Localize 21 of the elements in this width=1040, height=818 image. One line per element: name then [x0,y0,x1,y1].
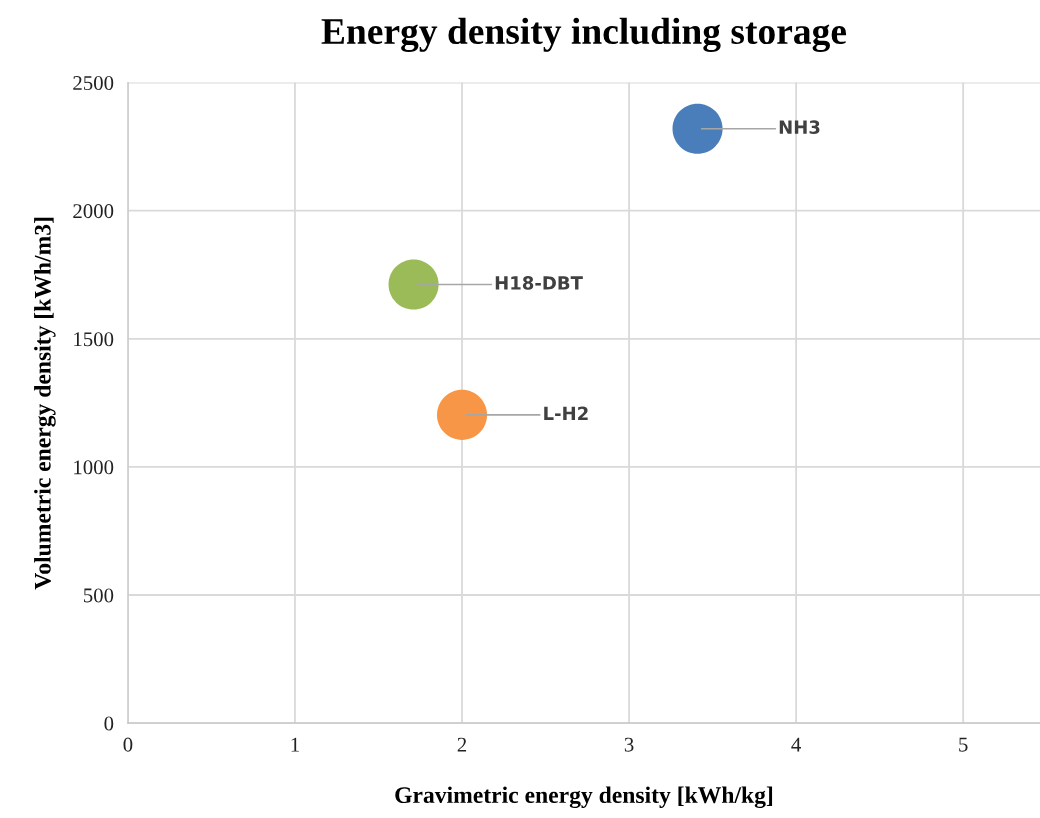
y-tick-label: 1000 [74,460,114,475]
y-tick-label: 2000 [73,204,114,219]
x-tick-label: 2 [457,737,467,752]
y-tick-label: 0 [104,716,114,731]
x-tick-label: 3 [624,737,634,752]
text: L-H2 [544,406,588,420]
chart-title: Energy density including storage [321,17,847,53]
point [672,103,723,154]
x-tick-label: 4 [791,737,801,752]
point [388,259,439,310]
y-axis-title: Volumetric energy density [kWh/m3] [34,217,56,590]
point [436,389,488,440]
y-tick-label: 500 [83,588,114,603]
x-tick-label: 5 [959,737,968,752]
y-tick-label: 2500 [73,75,114,91]
x-tick-label: 1 [291,737,299,752]
y-tick-label: 1500 [74,332,114,347]
text: NH3 [779,120,820,134]
x-tick-label: 0 [123,737,133,752]
text: H18-DBT [495,276,583,290]
x-axis-title: Gravimetric energy density [kWh/kg] [395,786,773,809]
